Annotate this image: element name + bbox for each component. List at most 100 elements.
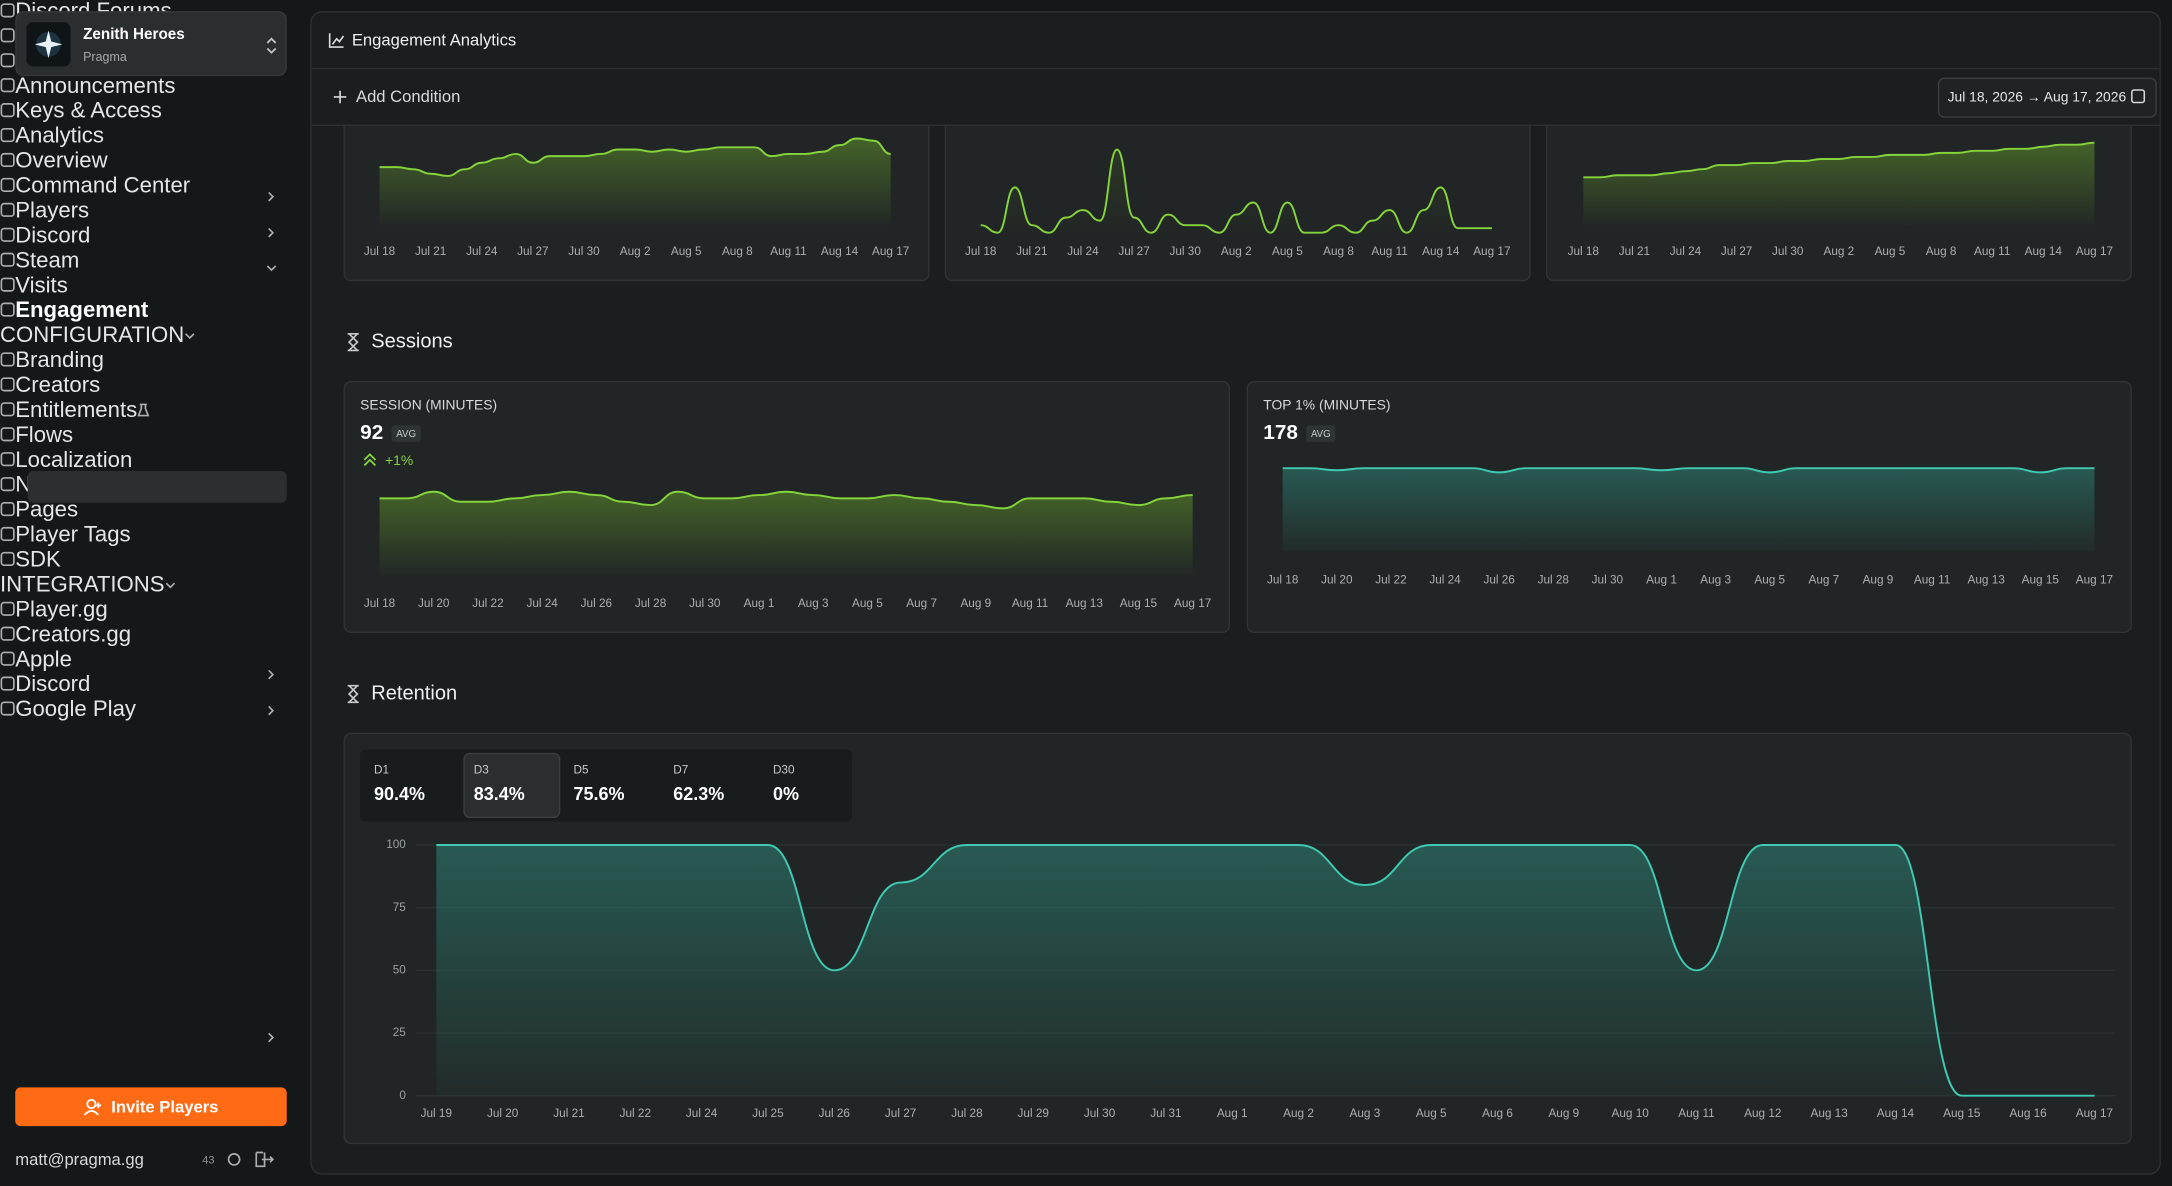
y-tick-label: 75 [393,901,407,914]
nav-icon [0,152,15,168]
tab-value: 90.4% [374,784,425,804]
x-tick-label: Aug 11 [1974,245,2010,258]
nav-item[interactable]: Steam [0,249,308,274]
chevron-icon [266,265,277,272]
nav-item[interactable]: Announcements [0,75,308,100]
x-tick-label: Aug 8 [1323,245,1354,258]
workspace-switcher[interactable]: Zenith Heroes Pragma [15,11,287,77]
x-tick-label: Aug 2 [620,245,651,258]
x-tick-label: Jul 24 [466,245,498,258]
x-tick-label: Aug 7 [906,597,937,610]
nav-item[interactable]: Entitlements [0,399,308,424]
x-tick-label: Jul 18 [1568,245,1600,258]
chevron-icon [268,669,275,680]
nav-item[interactable]: Keys & Access [0,100,308,125]
x-tick-label: Aug 17 [2076,1107,2113,1120]
x-tick-label: Jul 21 [553,1107,584,1120]
area-fill [980,149,1492,233]
nav-label: Keys & Access [15,99,162,124]
nav-icon [0,103,15,118]
chevron-icon [268,705,275,716]
nav-label: Command Center [15,174,191,199]
nav-icon [0,3,15,18]
nav-item[interactable]: Branding [0,349,308,374]
chevron-icon [268,191,275,202]
invite-icon [84,1098,102,1116]
nav-item[interactable]: Player.gg [0,598,308,623]
x-tick-label: Aug 15 [2022,574,2060,587]
x-tick-label: Jul 24 [1067,245,1099,258]
x-tick-label: Jul 20 [487,1107,519,1120]
x-tick-label: Jul 27 [517,245,548,258]
nav-icon [0,626,15,641]
x-tick-label: Jul 27 [1721,245,1752,258]
x-tick-label: Aug 13 [1066,597,1104,610]
add-condition[interactable]: Add Condition [356,87,460,106]
x-tick-label: Aug 1 [1646,574,1677,587]
tab-value: 0% [773,784,799,804]
x-tick-label: Jul 21 [1619,245,1650,258]
date-picker[interactable] [1937,77,2157,118]
x-tick-label: Aug 1 [1217,1107,1248,1120]
x-tick-label: Jul 25 [752,1107,784,1120]
nav-icon [0,377,15,392]
footer-icons [227,1151,275,1168]
x-tick-label: Jul 20 [1321,574,1353,587]
x-tick-label: Jul 30 [1592,574,1624,587]
x-tick-label: Aug 17 [872,245,909,258]
nav-item[interactable]: Creators.gg [0,623,308,648]
x-tick-label: Aug 12 [1744,1107,1781,1120]
nav-label: Players [15,199,90,224]
section-heading: INTEGRATIONS [0,573,308,598]
x-tick-label: Aug 5 [1416,1107,1447,1120]
nav-item[interactable]: Google Play [0,698,308,723]
invite-label: Invite Players [111,1097,219,1117]
tab-label: D5 [573,763,588,776]
x-tick-label: Aug 5 [1754,574,1785,587]
area-fill [436,844,2095,1096]
nav-item[interactable]: Apple [0,648,308,673]
x-tick-label: Jul 30 [1169,245,1201,258]
x-tick-label: Aug 13 [1810,1107,1848,1120]
nav-item[interactable]: Command Center [0,175,308,200]
section-heading-label: CONFIGURATION [0,324,185,348]
x-tick-label: Aug 9 [1863,574,1894,587]
tab-value: 62.3% [673,784,724,804]
nav-item[interactable]: Pages [0,499,308,524]
nav-item[interactable]: Discord [0,673,308,698]
header-title: Engagement Analytics [352,30,516,49]
x-tick-label: Jul 30 [1084,1107,1116,1120]
x-tick-label: Aug 15 [1120,597,1158,610]
x-tick-label: Jul 18 [965,245,997,258]
x-tick-label: Jul 30 [689,597,721,610]
x-tick-label: Jul 21 [1016,245,1047,258]
section-title: Sessions [371,330,452,352]
nav-item[interactable]: Discord [0,224,308,249]
nav-item[interactable]: Localization [0,449,308,474]
x-tick-label: Aug 16 [2009,1107,2047,1120]
x-tick-label: Aug 2 [1823,245,1854,258]
nav-item[interactable]: SDK [0,549,308,574]
header-icon [328,33,345,48]
nav-item[interactable]: Flows [0,424,308,449]
nav-item[interactable]: Analytics [0,125,308,150]
nav-label: Apple [15,648,72,672]
area-line [436,844,2095,1097]
workspace-org: Pragma [83,49,127,64]
nav-item[interactable]: Player Tags [0,524,308,549]
x-tick-label: Aug 13 [1968,574,2006,587]
beta-icon [137,403,150,417]
x-tick-label: Aug 9 [1548,1107,1579,1120]
nav-item[interactable]: Visits [0,274,308,299]
x-tick-label: Aug 15 [1943,1107,1981,1120]
x-tick-label: Aug 11 [1678,1107,1714,1120]
invite-button[interactable]: Invite Players [15,1087,287,1127]
x-tick-label: Jul 24 [526,597,558,610]
nav-item[interactable]: Overview [0,150,308,175]
nav-item[interactable]: Creators [0,374,308,399]
nav-item[interactable]: Players [0,199,308,224]
x-tick-label: Aug 14 [1877,1107,1915,1120]
nav-item[interactable]: Engagement [0,299,308,324]
y-tick-label: 100 [386,838,406,851]
